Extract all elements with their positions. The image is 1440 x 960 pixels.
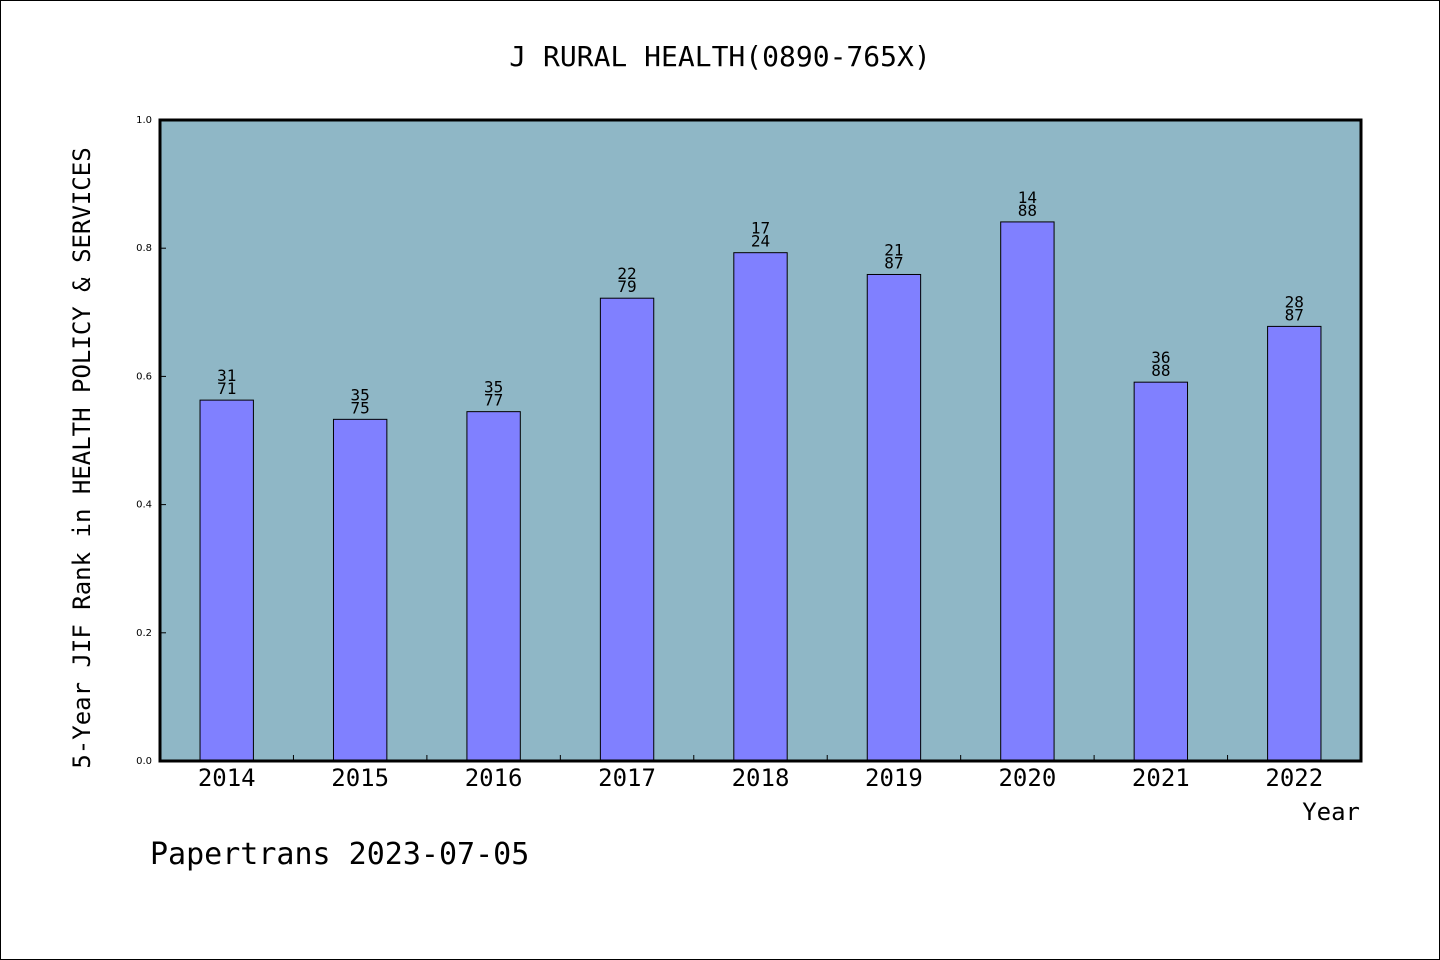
x-tick-label-2014: 2014 (198, 764, 256, 792)
y-axis-label: 5-Year JIF Rank in HEALTH POLICY & SERVI… (68, 147, 96, 768)
x-tick-label-2021: 2021 (1132, 764, 1190, 792)
y-tick-label-0.2: 0.2 (136, 628, 152, 639)
x-tick-label-2022: 2022 (1265, 764, 1323, 792)
x-tick-label-2019: 2019 (865, 764, 923, 792)
bars-group (199, 221, 1322, 762)
bar-2020 (1000, 221, 1055, 762)
bar-total-label-2017: 79 (617, 277, 636, 296)
bar-2021 (1133, 381, 1189, 762)
bar-rank-label-2019: 21 (884, 240, 903, 259)
bar-total-label-2014: 71 (217, 379, 236, 398)
footer-credit: Papertrans 2023-07-05 (150, 837, 529, 872)
chart-title: J RURAL HEALTH(0890-765X) (509, 40, 930, 73)
bar-2015 (332, 418, 388, 762)
x-tick-label-2015: 2015 (331, 764, 389, 792)
y-tick-label-0.6: 0.6 (136, 371, 152, 382)
bar-rank-label-2018: 17 (751, 219, 770, 238)
bar-total-label-2018: 24 (751, 232, 770, 251)
plot-border (158, 118, 1363, 763)
x-tick-label-2017: 2017 (598, 764, 656, 792)
bar-rank-label-2015: 35 (351, 385, 370, 404)
x-tick-label-2016: 2016 (465, 764, 523, 792)
bar-rank-label-2017: 22 (617, 264, 636, 283)
bar-rank-label-2014: 31 (217, 366, 236, 385)
x-tick-label-2020: 2020 (998, 764, 1056, 792)
bar-2016 (466, 411, 521, 762)
bar-2022 (1267, 325, 1322, 762)
bar-2017 (599, 297, 655, 762)
bar-rank-label-2020: 14 (1018, 188, 1037, 207)
y-tick-label-0.0: 0.0 (136, 756, 152, 767)
bar-total-label-2015: 75 (351, 398, 370, 417)
bar-rank-label-2016: 35 (484, 378, 503, 397)
bar-2014 (199, 399, 254, 762)
x-axis-label: Year (1302, 798, 1360, 826)
bar-rank-label-2022: 28 (1285, 292, 1304, 311)
bar-total-label-2020: 88 (1018, 201, 1037, 220)
x-tick-label-2018: 2018 (732, 764, 790, 792)
bar-total-label-2021: 88 (1151, 361, 1170, 380)
y-tick-label-0.4: 0.4 (136, 500, 152, 511)
bar-total-label-2019: 87 (884, 253, 903, 272)
y-tick-label-1.0: 1.0 (136, 115, 152, 126)
bar-total-label-2022: 87 (1285, 305, 1304, 324)
bar-2019 (866, 273, 922, 762)
bar-rank-label-2021: 36 (1151, 348, 1170, 367)
bar-total-label-2016: 77 (484, 391, 503, 410)
x-ticks-group: 2014 2015 2016 2017 2018 2019 2020 2021 2022 (198, 755, 1323, 792)
bar-2018 (733, 252, 788, 762)
y-tick-label-0.8: 0.8 (136, 243, 152, 254)
